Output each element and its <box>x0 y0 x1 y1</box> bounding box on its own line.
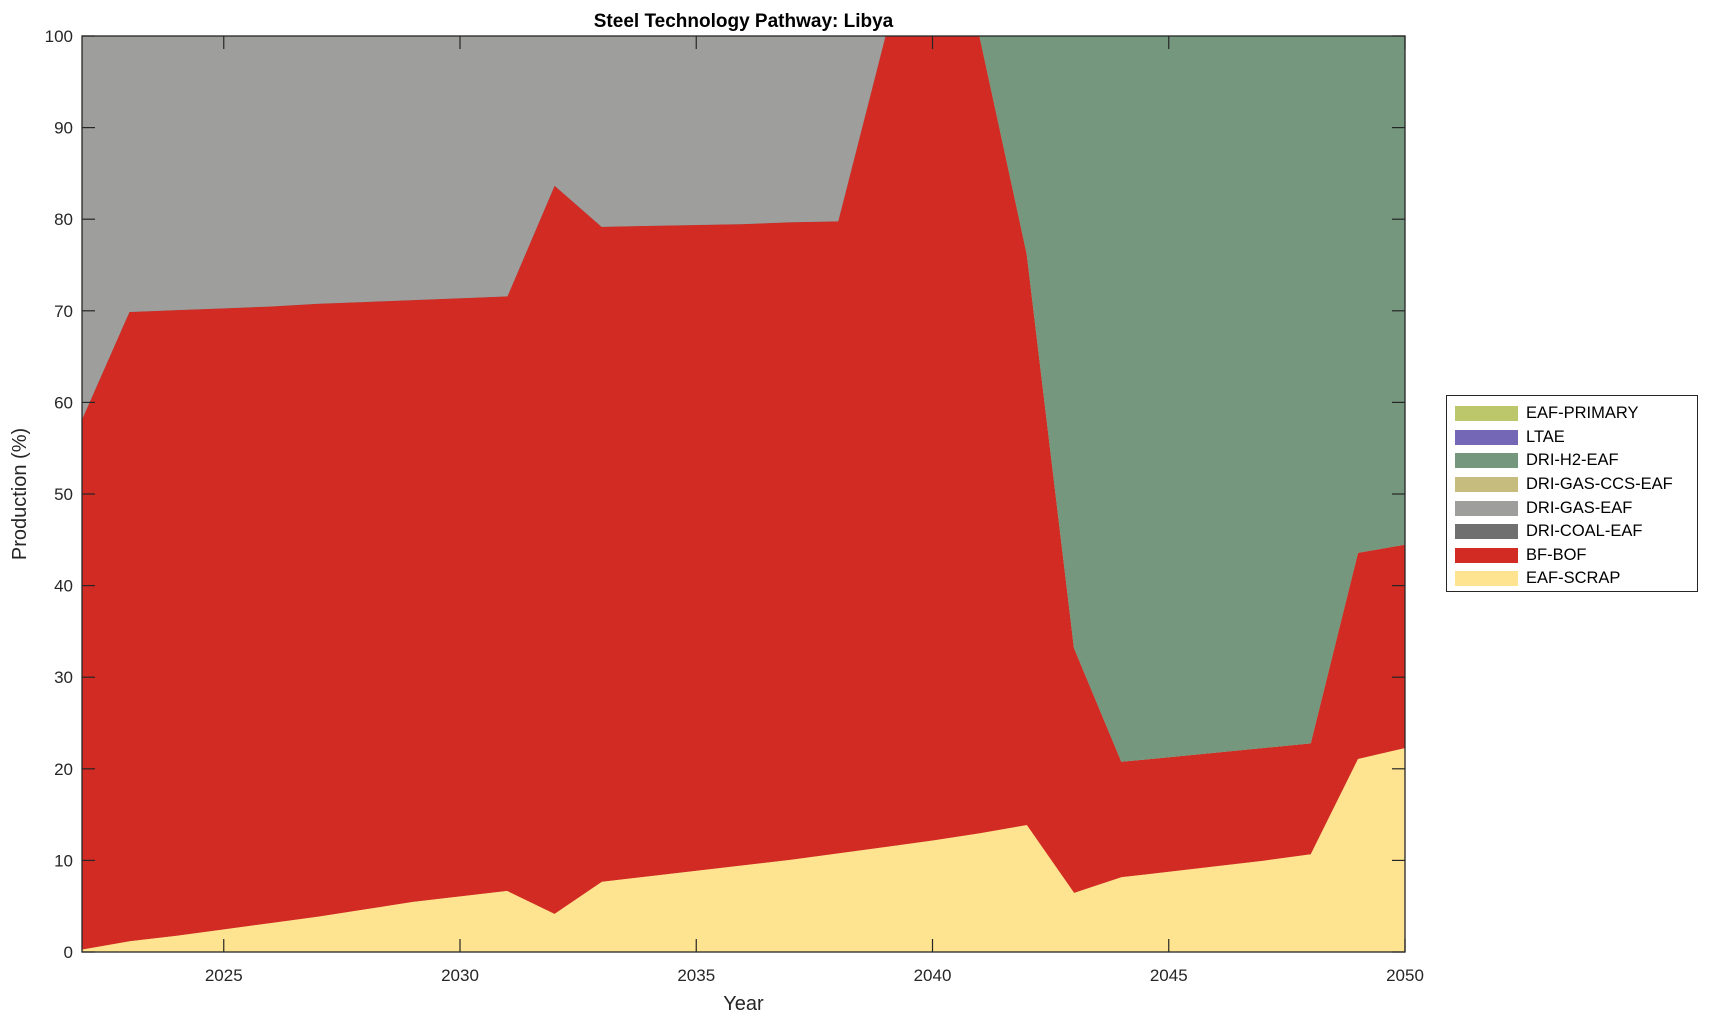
y-tick-label: 0 <box>64 943 73 962</box>
legend-label: DRI-COAL-EAF <box>1526 522 1643 541</box>
x-tick-label: 2045 <box>1150 966 1188 985</box>
legend-item-eaf-primary: EAF-PRIMARY <box>1455 402 1697 426</box>
y-tick-label: 70 <box>54 302 73 321</box>
legend-label: DRI-GAS-EAF <box>1526 498 1633 517</box>
legend-item-ltae: LTAE <box>1455 426 1697 450</box>
y-tick-label: 10 <box>54 851 73 870</box>
y-tick-label: 60 <box>54 393 73 412</box>
legend-item-dri-gas-eaf: DRI-GAS-EAF <box>1455 496 1697 520</box>
x-tick-label: 2040 <box>914 966 952 985</box>
legend-swatch <box>1455 500 1518 516</box>
legend-item-dri-gas-ccs-eaf: DRI-GAS-CCS-EAF <box>1455 473 1697 497</box>
legend-label: DRI-GAS-CCS-EAF <box>1526 475 1673 494</box>
legend-label: EAF-PRIMARY <box>1526 404 1639 423</box>
tick-layer: 2025 2030 2035 2040 2045 20500102030405060708… <box>45 27 1424 985</box>
y-tick-label: 90 <box>54 119 73 138</box>
legend-item-dri-h2-eaf: DRI-H2-EAF <box>1455 449 1697 473</box>
legend-label: DRI-H2-EAF <box>1526 451 1619 470</box>
x-tick-label: 2050 <box>1386 966 1424 985</box>
legend-label: LTAE <box>1526 427 1565 446</box>
y-tick-label: 40 <box>54 577 73 596</box>
legend-swatch <box>1455 477 1518 493</box>
x-tick-label: 2035 <box>677 966 715 985</box>
x-tick-label: 2030 <box>441 966 479 985</box>
y-tick-label: 100 <box>45 27 73 46</box>
legend-item-eaf-scrap: EAF-SCRAP <box>1455 567 1697 591</box>
legend-swatch <box>1455 547 1518 563</box>
y-axis-label: Production (%) <box>9 428 31 560</box>
x-axis-label: Year <box>723 993 764 1015</box>
legend-label: EAF-SCRAP <box>1526 569 1621 588</box>
legend-label: BF-BOF <box>1526 545 1587 564</box>
legend-swatch <box>1455 429 1518 445</box>
legend-swatch <box>1455 453 1518 469</box>
x-tick-label: 2025 <box>205 966 243 985</box>
y-tick-label: 80 <box>54 210 73 229</box>
chart-title: Steel Technology Pathway: Libya <box>594 11 894 32</box>
y-tick-label: 30 <box>54 668 73 687</box>
legend-swatch <box>1455 524 1518 540</box>
y-tick-label: 50 <box>54 485 73 504</box>
legend-item-dri-coal-eaf: DRI-COAL-EAF <box>1455 520 1697 544</box>
legend-swatch <box>1455 571 1518 587</box>
legend-item-bf-bof: BF-BOF <box>1455 544 1697 568</box>
area-layer <box>81 35 1406 953</box>
legend-swatch <box>1455 406 1518 422</box>
legend: EAF-PRIMARY LTAE DRI-H2-EAF DRI-GAS-CCS-EAF… <box>1446 395 1698 592</box>
y-tick-label: 20 <box>54 760 73 779</box>
